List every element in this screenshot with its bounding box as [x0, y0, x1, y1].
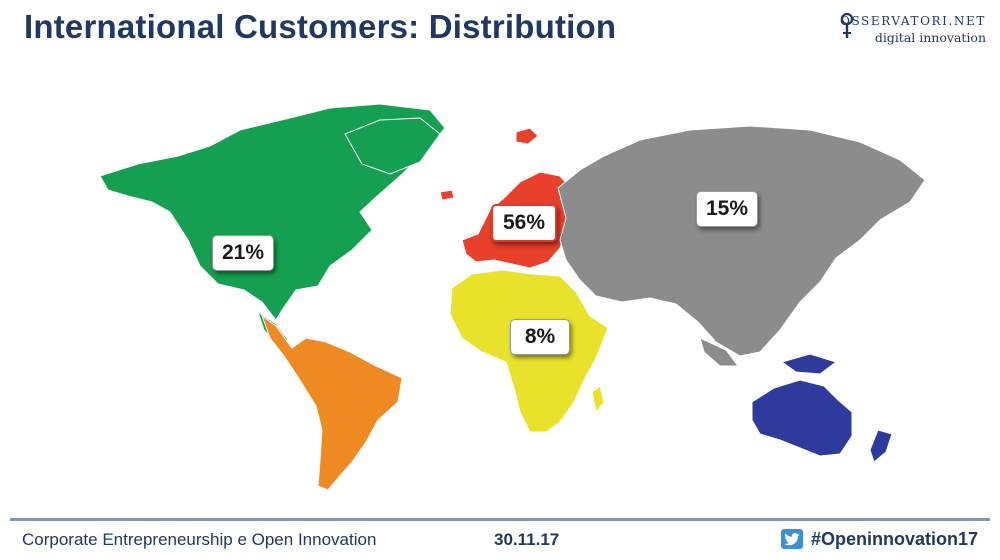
region-europe [439, 127, 575, 269]
footer-divider [10, 518, 990, 521]
footer-title: Corporate Entrepreneurship e Open Innova… [22, 530, 377, 549]
footer-hashtag-group: #Openinnovation17 [780, 528, 978, 550]
region-north-america [99, 103, 446, 347]
label-asia: 15% [696, 191, 758, 227]
label-africa: 8% [510, 319, 570, 355]
page-title: International Customers: Distribution [24, 8, 617, 45]
footer-date: 30.11.17 [494, 530, 560, 549]
osservatori-logo-icon [840, 12, 854, 38]
logo-line2: digital innovation [874, 30, 986, 45]
world-map [99, 103, 926, 491]
logo-line1: OSSERVATORI.NET [840, 14, 986, 28]
osservatori-logo: OSSERVATORI.NET digital innovation [836, 10, 986, 50]
footer-hashtag: #Openinnovation17 [810, 528, 978, 549]
label-europe: 56% [491, 204, 557, 242]
label-north-america: 21% [212, 235, 274, 271]
region-asia [557, 125, 926, 367]
region-oceania [751, 353, 893, 463]
twitter-icon [780, 529, 803, 549]
region-south-america [260, 314, 403, 491]
